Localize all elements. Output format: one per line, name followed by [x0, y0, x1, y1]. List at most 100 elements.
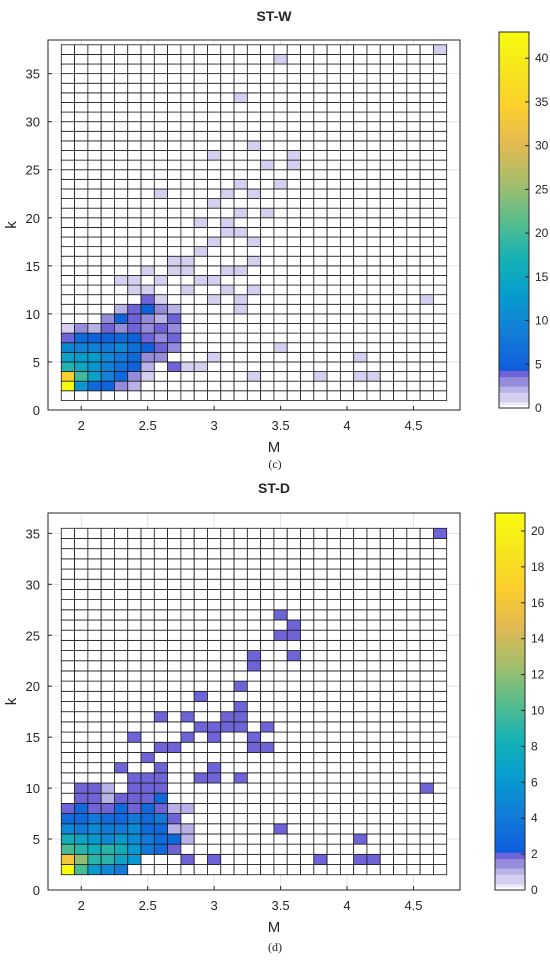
heatmap-cell [246, 111, 262, 123]
heatmap-cell [220, 721, 235, 733]
heatmap-cell [100, 741, 115, 753]
heatmap-cell [114, 217, 129, 228]
heatmap-cell [140, 390, 155, 401]
heatmap-cell [140, 568, 155, 580]
heatmap-cell [393, 121, 408, 132]
heatmap-cell [87, 864, 102, 876]
heatmap-cell [153, 527, 169, 539]
heatmap-cell [313, 629, 328, 641]
colorbar-segment [495, 597, 525, 602]
heatmap-cell [406, 741, 421, 753]
heatmap-cell [366, 833, 381, 845]
heatmap-cell [406, 159, 421, 171]
heatmap-cell [366, 813, 381, 825]
heatmap-cell [300, 178, 315, 190]
heatmap-cell [379, 178, 394, 190]
heatmap-cell [366, 629, 381, 641]
heatmap-cell [433, 752, 448, 764]
colorbar-segment [499, 204, 529, 208]
heatmap-cell [114, 169, 129, 180]
heatmap-cell [393, 792, 408, 804]
colorbar-segment [495, 610, 525, 615]
heatmap-cell [393, 802, 408, 814]
colorbar-segment [495, 795, 525, 800]
heatmap-cell [273, 371, 288, 382]
heatmap-cell [406, 390, 421, 401]
heatmap-cell [273, 680, 288, 692]
heatmap-cell [100, 275, 115, 286]
heatmap-cell [273, 629, 288, 641]
heatmap-cell [233, 54, 248, 65]
heatmap-cell [366, 121, 381, 132]
heatmap-cell [167, 63, 182, 75]
heatmap-cell [273, 589, 288, 601]
colorbar-segment [499, 267, 529, 271]
heatmap-cell [326, 578, 341, 590]
heatmap-cell [220, 619, 235, 631]
heatmap-cell [286, 313, 301, 324]
heatmap-cell [300, 548, 315, 560]
heatmap-cell [313, 853, 328, 865]
heatmap-cell [153, 342, 169, 353]
heatmap-cell [207, 255, 222, 267]
heatmap-cell [87, 527, 102, 539]
heatmap-cell [433, 548, 448, 560]
heatmap-cell [100, 823, 115, 835]
x-tick-label: 4 [343, 898, 350, 913]
heatmap-cell [153, 619, 169, 631]
x-axis-label: M [268, 439, 281, 456]
heatmap-cell [406, 150, 421, 161]
heatmap-cell [353, 303, 368, 315]
heatmap-cell [246, 650, 262, 662]
heatmap-cell [313, 159, 328, 171]
heatmap-cell [114, 782, 129, 794]
heatmap-cell [406, 217, 421, 228]
colorbar-segment [495, 534, 525, 539]
heatmap-cell [313, 802, 328, 814]
y-axis-label: k [3, 221, 20, 229]
heatmap-cell [87, 82, 102, 94]
heatmap-cell [366, 265, 381, 276]
heatmap-cell [114, 188, 129, 199]
heatmap-cell [313, 294, 328, 305]
heatmap-cell [326, 294, 341, 305]
colorbar-segment [499, 75, 529, 80]
heatmap-cell [207, 332, 222, 344]
colorbar-segment [499, 345, 529, 349]
heatmap-cell [207, 599, 222, 611]
heatmap-cell [379, 217, 394, 228]
heatmap-cell [339, 548, 355, 560]
heatmap-cell [193, 236, 208, 248]
heatmap-cell [153, 361, 169, 372]
heatmap-cell [100, 92, 115, 103]
heatmap-cell [273, 102, 288, 113]
heatmap-cell [393, 690, 408, 702]
colorbar-segment [495, 748, 525, 753]
heatmap-cell [114, 140, 129, 151]
heatmap-cell [153, 188, 169, 199]
heatmap-cell [127, 843, 142, 855]
heatmap-cell [180, 639, 195, 651]
heatmap-cell [114, 833, 129, 845]
heatmap-cell [180, 802, 195, 814]
heatmap-cell [419, 853, 434, 865]
heatmap-cell [74, 711, 89, 723]
heatmap-cell [419, 361, 434, 372]
heatmap-cell [286, 371, 301, 382]
heatmap-cell [366, 650, 381, 662]
heatmap-cell [140, 265, 155, 276]
heatmap-cell [207, 578, 222, 590]
heatmap-cell [339, 82, 355, 94]
heatmap-cell [300, 73, 315, 84]
heatmap-cell [406, 130, 421, 142]
heatmap-cell [379, 711, 394, 723]
heatmap-cell [379, 246, 394, 257]
heatmap-cell [300, 619, 315, 631]
heatmap-cell [353, 255, 368, 267]
heatmap-cell [246, 303, 262, 315]
colorbar-segment [495, 783, 525, 787]
heatmap-cell [87, 792, 102, 804]
heatmap-cell [74, 303, 89, 315]
heatmap-cell [114, 864, 129, 876]
heatmap-cell [220, 741, 235, 753]
